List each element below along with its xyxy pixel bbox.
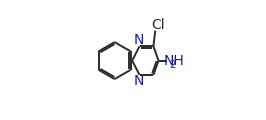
Text: NH: NH [164,54,184,68]
Text: N: N [134,33,144,47]
Text: Cl: Cl [151,18,165,32]
Text: 2: 2 [169,60,176,70]
Text: N: N [134,74,144,88]
